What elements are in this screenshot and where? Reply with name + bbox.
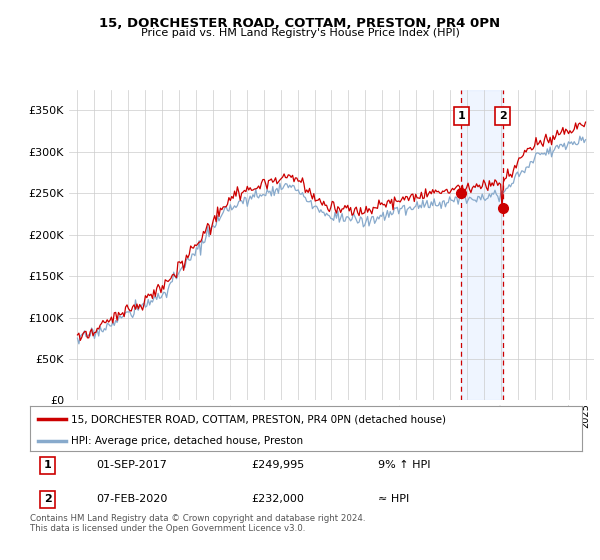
Text: HPI: Average price, detached house, Preston: HPI: Average price, detached house, Pres… — [71, 436, 304, 446]
Bar — [461, 90, 503, 400]
Text: £232,000: £232,000 — [251, 494, 304, 505]
Text: 9% ↑ HPI: 9% ↑ HPI — [378, 460, 430, 470]
Text: £249,995: £249,995 — [251, 460, 304, 470]
Text: ≈ HPI: ≈ HPI — [378, 494, 409, 505]
Text: 15, DORCHESTER ROAD, COTTAM, PRESTON, PR4 0PN (detached house): 15, DORCHESTER ROAD, COTTAM, PRESTON, PR… — [71, 414, 446, 424]
Text: 1: 1 — [44, 460, 52, 470]
Text: 15, DORCHESTER ROAD, COTTAM, PRESTON, PR4 0PN: 15, DORCHESTER ROAD, COTTAM, PRESTON, PR… — [100, 17, 500, 30]
Text: 07-FEB-2020: 07-FEB-2020 — [96, 494, 167, 505]
Text: 1: 1 — [458, 111, 465, 121]
Text: Contains HM Land Registry data © Crown copyright and database right 2024.
This d: Contains HM Land Registry data © Crown c… — [30, 514, 365, 534]
Text: 2: 2 — [499, 111, 506, 121]
Text: Price paid vs. HM Land Registry's House Price Index (HPI): Price paid vs. HM Land Registry's House … — [140, 28, 460, 38]
Text: 2: 2 — [44, 494, 52, 505]
Text: 01-SEP-2017: 01-SEP-2017 — [96, 460, 167, 470]
